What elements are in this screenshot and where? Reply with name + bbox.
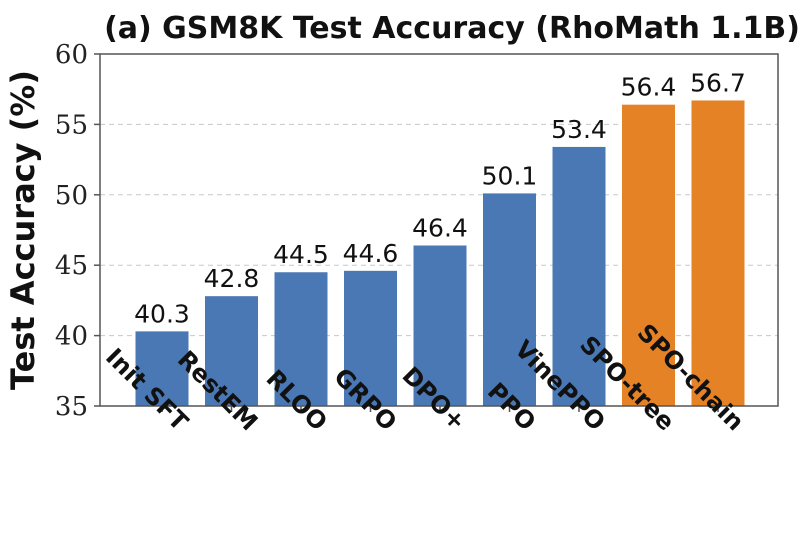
bar bbox=[135, 331, 189, 406]
axes bbox=[99, 53, 779, 407]
bar bbox=[205, 296, 258, 406]
bar bbox=[622, 104, 675, 407]
bar bbox=[552, 146, 606, 407]
y-ticks: 35 40 45 50 55 60 bbox=[55, 40, 100, 422]
data-label: 56.7 bbox=[690, 68, 746, 97]
data-label: 44.5 bbox=[273, 240, 329, 269]
y-tick-label: 60 bbox=[55, 40, 88, 70]
bars bbox=[135, 100, 745, 407]
y-tick-label: 50 bbox=[55, 181, 88, 211]
bar bbox=[274, 272, 328, 406]
bar bbox=[483, 193, 536, 406]
bar bbox=[413, 245, 467, 406]
data-label: 50.1 bbox=[482, 161, 538, 190]
y-tick-label: 35 bbox=[55, 392, 88, 422]
data-label: 42.8 bbox=[204, 264, 260, 293]
chart-title: (a) GSM8K Test Accuracy (RhoMath 1.1B) bbox=[104, 11, 800, 46]
data-label: 56.4 bbox=[621, 73, 677, 102]
y-tick-label: 55 bbox=[55, 110, 88, 140]
data-label: 44.6 bbox=[343, 239, 399, 268]
y-axis-label: Test Accuracy (%) bbox=[4, 70, 42, 390]
plot-frame bbox=[99, 53, 779, 407]
y-tick-label: 45 bbox=[55, 251, 88, 281]
bar bbox=[691, 100, 745, 407]
bar bbox=[344, 270, 397, 406]
y-tick-label: 40 bbox=[55, 322, 88, 352]
data-label: 53.4 bbox=[551, 115, 607, 144]
data-label: 40.3 bbox=[134, 299, 190, 328]
data-label: 46.4 bbox=[412, 213, 468, 242]
data-labels: 40.3 42.8 44.5 44.6 46.4 50.1 53.4 56.4 56.7 bbox=[134, 68, 746, 328]
